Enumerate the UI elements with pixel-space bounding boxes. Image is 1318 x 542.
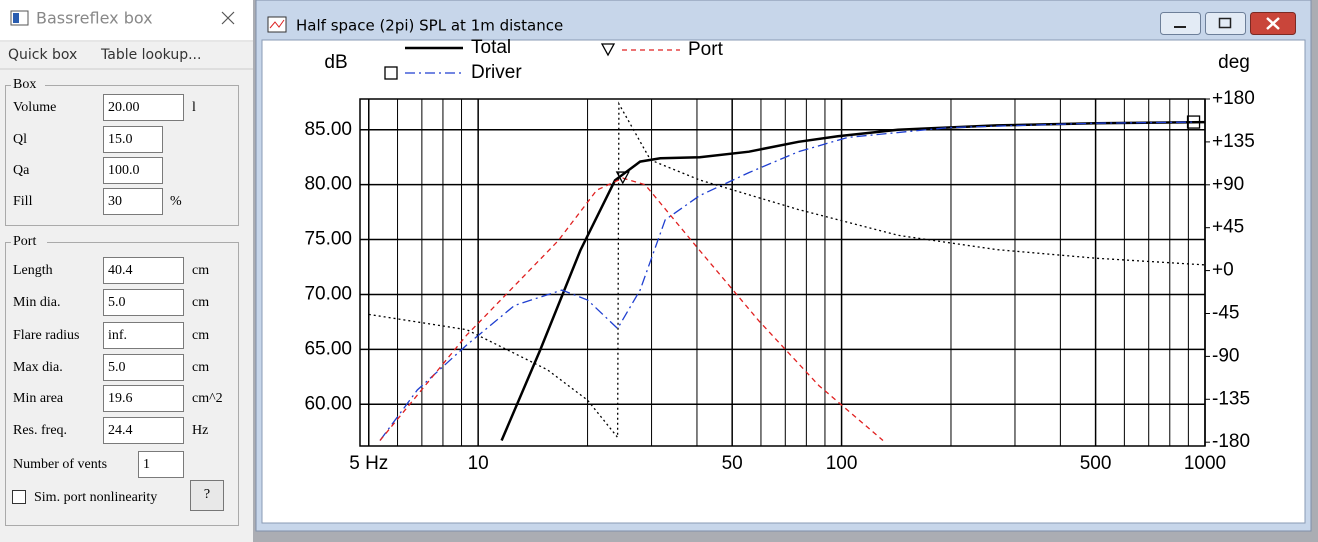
input-value[interactable]: 100.0: [108, 163, 140, 178]
checkbox[interactable]: [12, 490, 26, 504]
text-input[interactable]: [103, 322, 184, 349]
help-button-label[interactable]: ?: [204, 487, 210, 502]
field-label: Max dia.: [13, 360, 63, 375]
series-line: [368, 101, 1206, 440]
text-input[interactable]: [103, 289, 184, 316]
y2-tick-label: +180: [1212, 88, 1255, 109]
input-value[interactable]: 1: [143, 457, 150, 472]
legend-label: Driver: [471, 62, 522, 83]
y2-tick-label: -180: [1212, 431, 1250, 452]
panel-icon-fill: [13, 13, 19, 23]
field-label: Min area: [13, 391, 64, 406]
field-label: Res. freq.: [13, 423, 67, 438]
triangle-marker: [615, 171, 630, 185]
y2-tick-label: +135: [1212, 131, 1255, 152]
panel-title: Bassreflex box: [36, 9, 153, 28]
minimize-button[interactable]: [1160, 12, 1201, 35]
text-input[interactable]: [103, 126, 163, 153]
field-label: Qa: [13, 163, 30, 178]
group-box: [5, 85, 239, 226]
panel-titlebar: [0, 0, 253, 40]
square-marker: [1186, 115, 1201, 129]
field-label: Volume: [13, 100, 56, 115]
y2-tick-label: -90: [1212, 345, 1239, 366]
input-value[interactable]: 30: [108, 194, 122, 209]
y2-axis-label: deg: [1218, 52, 1250, 73]
maximize-glyph: [1218, 17, 1232, 29]
field-label: Fill: [13, 194, 33, 209]
group-box: [5, 242, 239, 526]
close-button[interactable]: [221, 11, 235, 25]
y-tick-label: 70.00: [304, 283, 352, 304]
input-value[interactable]: 24.4: [108, 423, 133, 438]
x-tick-label: 10: [468, 453, 489, 474]
square-marker: [384, 66, 398, 80]
text-input[interactable]: [103, 417, 184, 444]
y-tick-label: 75.00: [304, 229, 352, 250]
field-label: Min dia.: [13, 295, 60, 310]
y-axis-label: dB: [324, 52, 347, 73]
field-unit: l: [192, 100, 196, 115]
field-unit: cm: [192, 360, 209, 375]
input-value[interactable]: 5.0: [108, 360, 126, 375]
y2-tick-label: +90: [1212, 174, 1244, 195]
series-line: [379, 177, 884, 441]
input-value[interactable]: inf.: [108, 328, 127, 343]
field-unit: cm: [192, 263, 209, 278]
field-unit: Hz: [192, 423, 208, 438]
text-input[interactable]: [138, 451, 184, 478]
legend-label: Total: [471, 37, 511, 58]
y-tick-label: 65.00: [304, 338, 352, 359]
y-tick-label: 80.00: [304, 174, 352, 195]
maximize-button[interactable]: [1205, 12, 1246, 35]
input-value[interactable]: 20.00: [108, 100, 140, 115]
chart-window-icon-mark: [269, 19, 285, 29]
checkbox-label[interactable]: Sim. port nonlinearity: [34, 490, 157, 505]
help-button[interactable]: [190, 480, 224, 511]
x-tick-label: 5 Hz: [349, 453, 388, 474]
field-label: Flare radius: [13, 328, 79, 343]
text-input[interactable]: [103, 157, 163, 184]
input-value[interactable]: 5.0: [108, 295, 126, 310]
text-input[interactable]: [103, 257, 184, 284]
group-label-bg: [11, 78, 45, 92]
group-title: Port: [13, 234, 36, 249]
field-label: Length: [13, 263, 53, 278]
field-unit: cm: [192, 295, 209, 310]
group-title: Box: [13, 77, 36, 92]
legend-label: Port: [688, 39, 724, 60]
y2-tick-label: +0: [1212, 260, 1234, 281]
x-tick-label: 1000: [1184, 453, 1226, 474]
close-glyph: [1266, 17, 1280, 30]
menu-item[interactable]: Quick box: [8, 47, 77, 63]
text-input[interactable]: [103, 188, 163, 215]
y-tick-label: 60.00: [304, 393, 352, 414]
text-input[interactable]: [103, 385, 184, 412]
y2-tick-label: +45: [1212, 217, 1244, 238]
input-value[interactable]: 19.6: [108, 391, 133, 406]
input-value[interactable]: 15.0: [108, 132, 133, 147]
field-unit: %: [170, 194, 182, 209]
y2-tick-label: -45: [1212, 303, 1239, 324]
field-label: Number of vents: [13, 457, 107, 472]
x-tick-label: 50: [722, 453, 743, 474]
text-input[interactable]: [103, 94, 184, 121]
chart-window-title: Half space (2pi) SPL at 1m distance: [296, 17, 563, 35]
series-line: [379, 121, 1194, 441]
field-unit: cm: [192, 328, 209, 343]
input-value[interactable]: 40.4: [108, 263, 133, 278]
y2-tick-label: -135: [1212, 388, 1250, 409]
x-tick-label: 100: [826, 453, 858, 474]
x-tick-label: 500: [1080, 453, 1112, 474]
plot-frame: [359, 98, 1206, 447]
triangle-marker: [600, 43, 616, 57]
y-tick-label: 85.00: [304, 119, 352, 140]
field-unit: cm^2: [192, 391, 223, 406]
text-input[interactable]: [103, 354, 184, 381]
group-label-bg: [11, 235, 47, 249]
field-label: Ql: [13, 132, 27, 147]
menu-item[interactable]: Table lookup...: [100, 47, 201, 63]
